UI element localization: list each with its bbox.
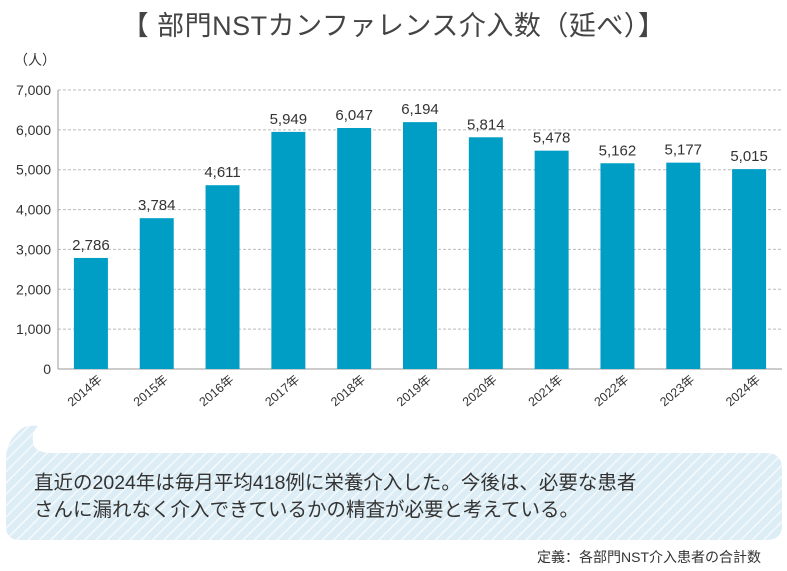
bar <box>468 137 503 369</box>
comment-line-1: 直近の2024年は毎月平均418例に栄養介入した。今後は、必要な患者 <box>34 472 637 494</box>
y-tick-label: 3,000 <box>16 241 51 257</box>
x-tick-label: 2016年 <box>197 373 237 410</box>
x-tick-label: 2024年 <box>723 373 763 410</box>
data-label: 6,194 <box>401 101 439 118</box>
bar <box>139 218 174 369</box>
comment-text: 直近の2024年は毎月平均418例に栄養介入した。今後は、必要な患者 さんに漏れ… <box>34 470 774 524</box>
data-label: 5,162 <box>599 142 637 159</box>
bar <box>271 131 306 369</box>
bar <box>73 257 108 369</box>
y-tick-label: 7,000 <box>16 82 51 98</box>
y-axis-unit: （人） <box>14 52 56 68</box>
y-tick-label: 5,000 <box>16 162 51 178</box>
data-label: 2,786 <box>72 237 110 254</box>
definition-note: 定義：各部門NST介入患者の合計数 <box>537 549 761 565</box>
data-label: 4,611 <box>204 164 240 181</box>
x-tick-label: 2017年 <box>262 373 302 410</box>
bar <box>534 150 569 369</box>
bar <box>732 169 767 369</box>
comment-line-2: さんに漏れなく介入できているかの精査が必要と考えている。 <box>34 499 580 521</box>
data-label: 5,015 <box>730 148 768 165</box>
x-tick-label: 2014年 <box>65 373 105 410</box>
x-tick-label: 2020年 <box>460 373 500 410</box>
x-tick-label: 2018年 <box>328 373 368 410</box>
y-tick-label: 6,000 <box>16 122 51 138</box>
data-label: 5,478 <box>533 130 571 147</box>
y-tick-label: 0 <box>43 361 51 377</box>
bar-chart: 0 1,000 2,000 3,000 4,000 5,000 6,000 7,000 2,78… <box>16 82 782 410</box>
chart-title: 【 部門NSTカンファレンス介入数（延べ）】 <box>121 11 666 41</box>
data-label: 3,784 <box>138 197 176 214</box>
bar <box>337 127 372 369</box>
x-tick-label: 2022年 <box>592 373 632 410</box>
x-tick-label: 2021年 <box>526 373 566 410</box>
y-tick-label: 1,000 <box>16 321 51 337</box>
x-tick-label: 2019年 <box>394 373 434 410</box>
bar <box>205 185 240 369</box>
bar <box>600 163 635 369</box>
bar <box>666 162 701 369</box>
bar <box>403 122 437 370</box>
x-tick-label: 2015年 <box>131 373 171 410</box>
data-label: 6,047 <box>335 107 373 124</box>
data-label: 5,177 <box>664 142 702 159</box>
y-tick-label: 4,000 <box>16 202 51 218</box>
x-tick-label: 2023年 <box>657 373 697 410</box>
data-label: 5,814 <box>467 116 505 133</box>
y-tick-label: 2,000 <box>16 281 51 297</box>
data-label: 5,949 <box>270 111 308 128</box>
comment-bubble <box>6 425 782 540</box>
